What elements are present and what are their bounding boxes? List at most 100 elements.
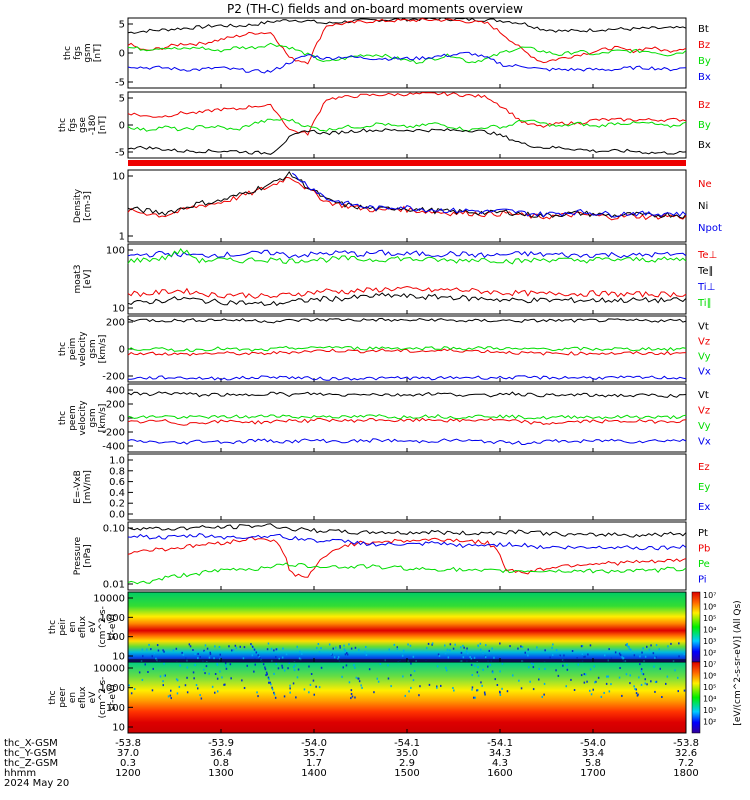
spectrogram-speckle (308, 665, 310, 668)
legend-Ey: Ey (698, 482, 710, 493)
spectrogram-speckle (581, 653, 584, 655)
spectrogram-speckle (192, 671, 195, 674)
y-axis-label-line: peir (58, 618, 68, 636)
spectrogram-speckle (499, 670, 501, 673)
spectrogram-speckle (640, 683, 643, 686)
spectrogram-speckle (555, 669, 557, 672)
spectrogram-speckle (589, 689, 591, 692)
spectrogram-speckle (246, 664, 248, 667)
spectrogram-speckle (658, 648, 660, 651)
spectrogram-speckle (492, 671, 494, 674)
spectrogram (128, 592, 686, 662)
spectrogram-speckle (491, 647, 493, 650)
legend-Ex: Ex (698, 502, 710, 513)
spectrogram-speckle (487, 659, 489, 662)
spectrogram-speckle (262, 663, 265, 666)
spectrogram-speckle (462, 656, 465, 659)
spectrogram-speckle (360, 684, 362, 687)
legend-Bx: Bx (698, 140, 711, 151)
footer-value: 1300 (208, 768, 233, 779)
spectrogram-speckle (141, 648, 144, 651)
spectrogram-speckle (310, 673, 313, 675)
footer-value: 1400 (301, 768, 326, 779)
spectrogram-speckle (607, 675, 609, 678)
spectrogram-speckle (219, 657, 221, 660)
y-tick-label: 200 (106, 400, 125, 411)
spectrogram-speckle (361, 686, 363, 689)
spectrogram-speckle (629, 682, 631, 685)
y-axis-label-line: [nPa] (83, 544, 93, 567)
spectrogram-speckle (584, 673, 587, 676)
spectrogram-speckle (659, 667, 661, 670)
spectrogram-speckle (499, 691, 501, 694)
spectrogram-speckle (678, 655, 680, 658)
spectrogram-speckle (683, 653, 685, 656)
spectrogram-speckle (274, 696, 277, 699)
spectrogram-speckle (358, 680, 361, 683)
spectrogram-speckle (489, 663, 491, 666)
series-line-Pt (127, 523, 687, 538)
series-line-Bx (127, 51, 687, 74)
legend-Npot: Npot (698, 223, 722, 234)
y-tick-label: -5 (115, 148, 125, 159)
spectrogram-speckle (287, 667, 289, 670)
series-line-Vy (127, 413, 687, 420)
spectrogram-speckle (559, 654, 561, 657)
spectrogram-speckle (653, 665, 655, 668)
footer-value: -54.1 (394, 738, 420, 749)
spectrogram-speckle (462, 644, 464, 647)
y-tick-label: -200 (102, 372, 125, 383)
spectrogram-speckle (364, 651, 366, 654)
spectrogram-speckle (295, 696, 297, 699)
spectrogram-speckle (466, 660, 468, 663)
series-line-By (127, 118, 687, 132)
spectrogram-speckle (328, 643, 331, 646)
y-axis-label-line: peer (58, 687, 68, 708)
spectrogram-speckle (230, 677, 232, 680)
spectrogram-speckle (655, 680, 658, 683)
spectrogram-speckle (633, 685, 635, 688)
spectrogram-speckle (277, 667, 280, 670)
footer-value: 1.7 (306, 758, 322, 769)
spectrogram-speckle (644, 678, 646, 681)
spectrogram-speckle (170, 697, 172, 700)
spectrogram-speckle (182, 653, 185, 656)
series-line-Bx (127, 128, 687, 155)
spectrogram-speckle (544, 667, 546, 670)
spectrogram-speckle (184, 684, 187, 687)
spectrogram-speckle (532, 688, 535, 691)
spectrogram-speckle (162, 680, 164, 683)
spectrogram-speckle (225, 664, 227, 667)
spectrogram-speckle (157, 649, 160, 652)
spectrogram-speckle (410, 662, 412, 665)
spectrogram-speckle (377, 680, 380, 683)
spectrogram-speckle (566, 668, 569, 671)
spectrogram-speckle (281, 664, 283, 667)
spectrogram-speckle (633, 654, 636, 657)
spectrogram-speckle (652, 652, 655, 655)
spectrogram-speckle (628, 647, 631, 650)
legend-Bz: Bz (698, 40, 710, 51)
spectrogram-speckle (581, 660, 584, 662)
y-axis-label-line: thc (48, 690, 58, 704)
y-tick-label: 0.4 (109, 488, 125, 499)
colorbar-tick-label: 10³ (703, 706, 716, 715)
spectrogram-speckle (465, 650, 468, 653)
spectrogram-speckle (312, 679, 315, 682)
y-tick-label: 1 (119, 232, 125, 243)
series-line-Te⊥ (127, 285, 687, 299)
spectrogram-speckle (393, 643, 396, 646)
y-axis-label-line: [nT] (93, 44, 103, 62)
legend-Ti⊥: Ti⊥ (697, 282, 715, 293)
spectrogram-speckle (436, 685, 438, 688)
y-axis-label-line: sr-eV) (108, 684, 118, 710)
panel-3: 10 1 Density [cm-3] Ne Ni Npot (73, 169, 722, 243)
spectrogram-speckle (281, 656, 284, 659)
spectrogram-speckle (402, 675, 404, 678)
series-line-Vz (127, 348, 687, 357)
spectrogram-speckle (289, 691, 291, 694)
spectrogram-speckle (610, 683, 612, 686)
spectrogram-speckle (610, 657, 613, 660)
y-axis-label-line: gsm (88, 339, 98, 358)
spectrogram-speckle (674, 669, 676, 672)
